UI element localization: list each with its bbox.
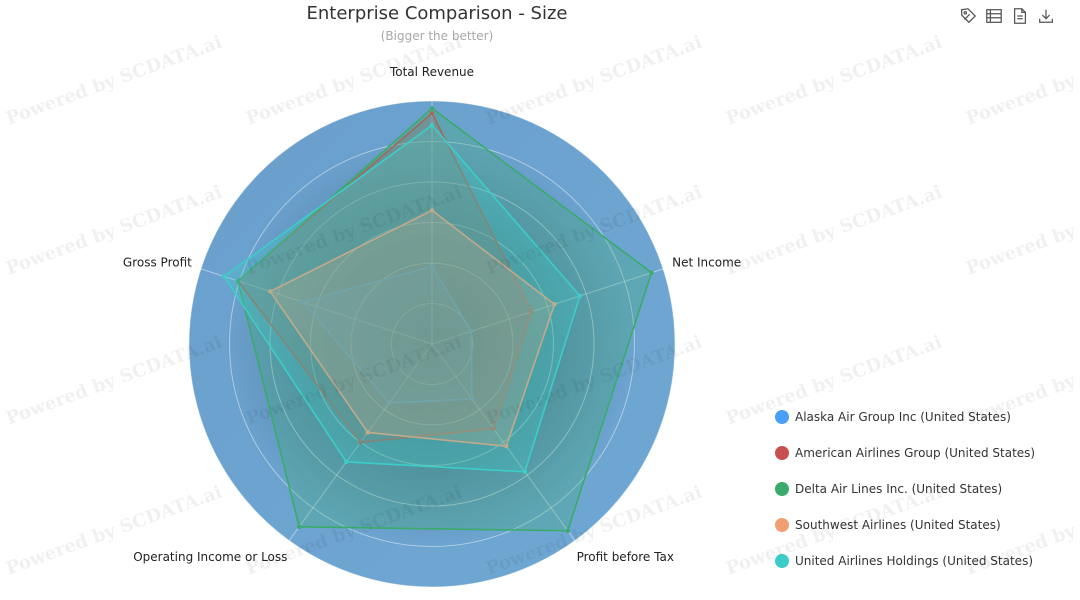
radar-data-point [529, 309, 534, 314]
legend-label: American Airlines Group (United States) [795, 446, 1036, 460]
radar-data-point [365, 430, 370, 435]
radar-ring [350, 262, 514, 426]
radar-data-point [344, 459, 349, 465]
radar-data-point [522, 469, 528, 474]
legend-item[interactable]: United Airlines Holdings (United States) [775, 543, 1035, 579]
legend-item[interactable]: American Airlines Group (United States) [775, 435, 1035, 471]
radar-series-area [237, 107, 653, 532]
legend-label: Delta Air Lines Inc. (United States) [795, 482, 1003, 496]
legend-label: Southwest Airlines (United States) [795, 518, 1001, 532]
legend-item[interactable]: Alaska Air Group Inc (United States) [775, 399, 1035, 435]
radar-inner-shade [225, 137, 639, 551]
chart-title: Enterprise Comparison - Size [306, 3, 568, 24]
legend-label: Alaska Air Group Inc (United States) [795, 410, 1011, 424]
radar-axis-labels: Total Revenue Net Income Profit before Tax… [123, 65, 741, 564]
radar-ring [310, 222, 554, 466]
document-icon[interactable] [1010, 6, 1030, 26]
radar-data-point [469, 329, 474, 334]
radar-series [221, 106, 654, 533]
radar-data-point [429, 264, 435, 269]
radar-series-area [301, 265, 473, 404]
axis-label-gross-profit: Gross Profit [123, 256, 192, 270]
radar-data-point [300, 299, 305, 305]
radar-data-point [268, 289, 273, 294]
legend-item[interactable]: Delta Air Lines Inc. (United States) [775, 471, 1035, 507]
radar-series-group [300, 264, 475, 406]
radar-ring [269, 181, 595, 507]
radar-data-point [565, 528, 570, 533]
radar-data-point [429, 123, 435, 128]
radar-data-point [429, 110, 435, 116]
radar-ring [188, 100, 676, 588]
radar-ring [391, 303, 473, 385]
radar-data-point [552, 302, 557, 307]
radar-series-area [223, 124, 581, 473]
legend-marker [775, 518, 789, 532]
radar-data-point [429, 208, 435, 213]
legend-marker [775, 482, 789, 496]
radar-spoke [431, 343, 576, 541]
tag-icon[interactable] [958, 6, 978, 26]
radar-data-point [235, 278, 241, 284]
radar-data-point [221, 274, 227, 279]
data-view-icon[interactable] [984, 6, 1004, 26]
radar-data-point [469, 396, 475, 402]
chart-legend: Alaska Air Group Inc (United States) Amer… [775, 399, 1035, 579]
axis-label-total-revenue: Total Revenue [389, 65, 474, 79]
radar-series-group [268, 208, 557, 449]
radar-data-point [649, 270, 654, 275]
download-icon[interactable] [1036, 6, 1056, 26]
radar-ring [229, 141, 635, 547]
radar-data-point [429, 106, 435, 111]
radar-series-area [269, 209, 556, 448]
legend-item[interactable]: Southwest Airlines (United States) [775, 507, 1035, 543]
chart-subtitle: (Bigger the better) [380, 29, 494, 43]
axis-label-net-income: Net Income [672, 256, 741, 270]
radar-data-point [296, 524, 302, 530]
radar-series-group [221, 123, 583, 474]
legend-marker [775, 554, 789, 568]
chart-toolbar [958, 6, 1056, 26]
axis-label-operating-income-or-loss: Operating Income or Loss [133, 550, 287, 564]
legend-label: United Airlines Holdings (United States) [795, 554, 1034, 568]
radar-data-point [504, 444, 509, 449]
radar-data-point [491, 426, 496, 431]
radar-data-point [577, 293, 583, 299]
legend-marker [775, 410, 789, 424]
radar-data-point [386, 400, 392, 406]
axis-label-profit-before-tax: Profit before Tax [577, 550, 674, 564]
radar-data-point [358, 440, 363, 445]
radar-series-group [235, 106, 654, 533]
legend-marker [775, 446, 789, 460]
